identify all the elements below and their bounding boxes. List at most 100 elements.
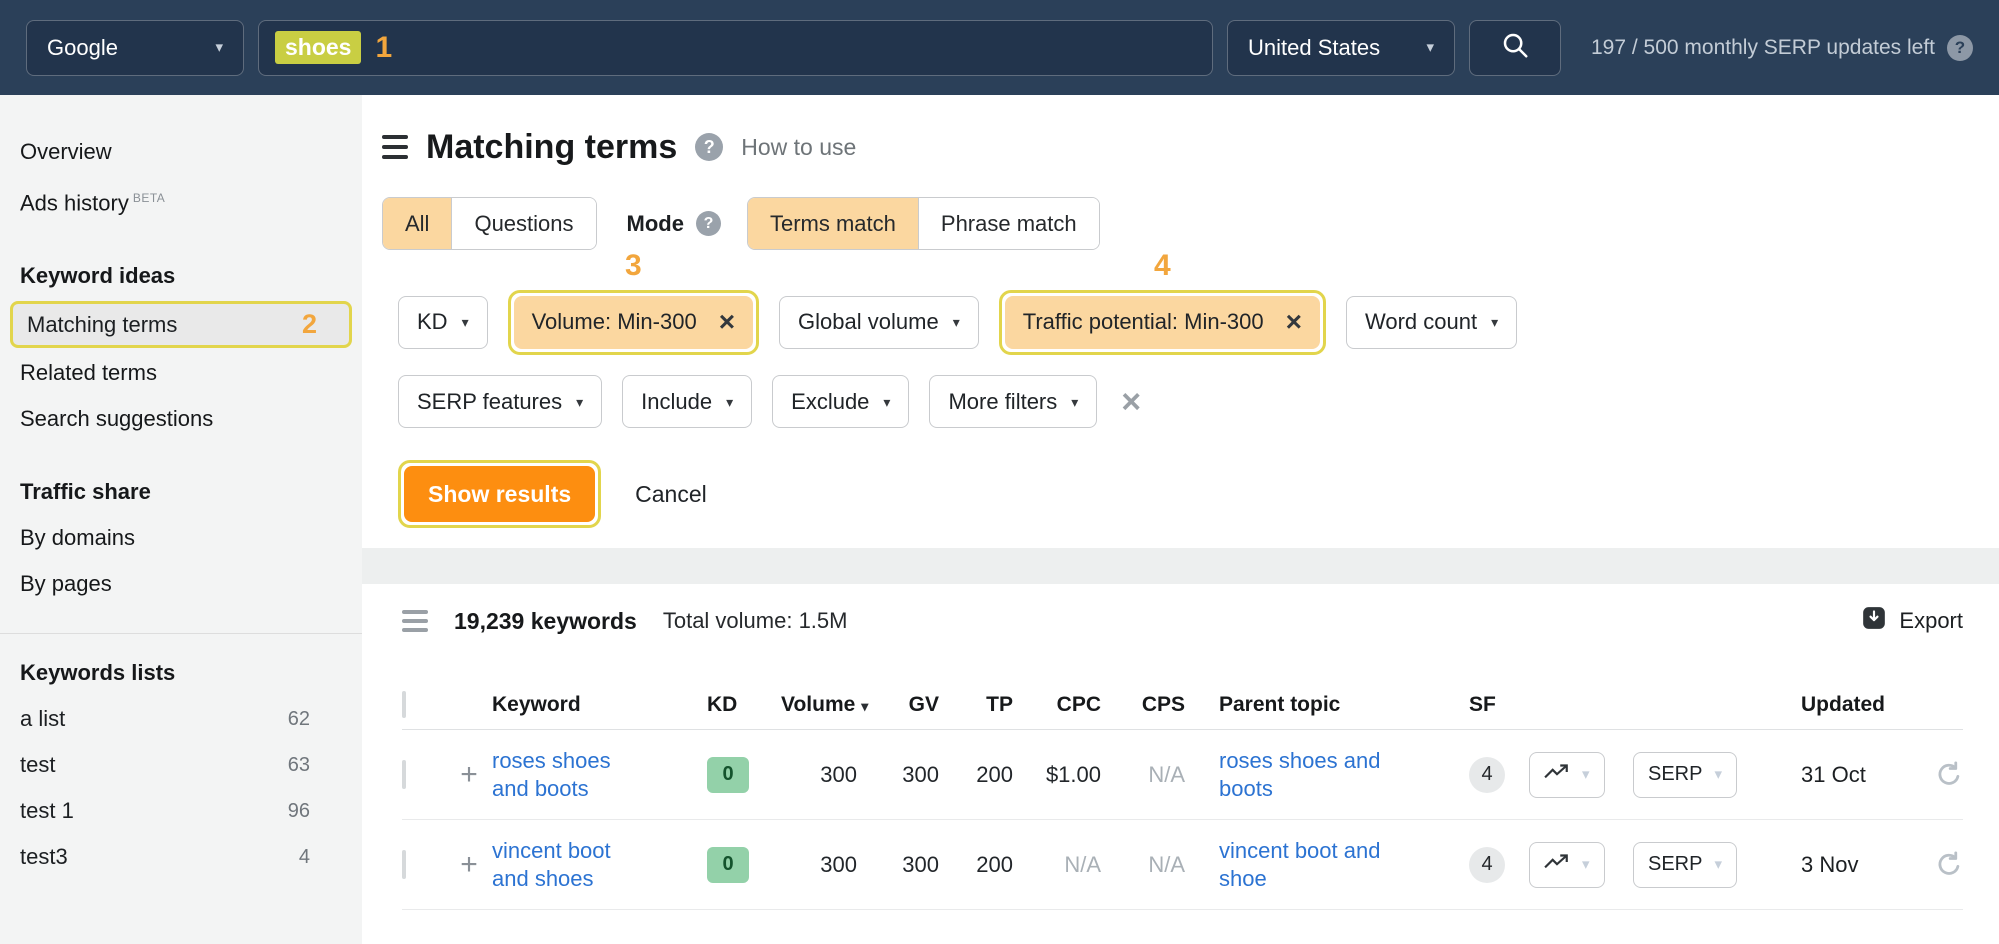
total-volume: Total volume: 1.5M — [662, 608, 848, 633]
country-label: United States — [1248, 34, 1381, 60]
more-filters-button[interactable]: More filters ▾ — [929, 375, 1098, 428]
column-header-cpc[interactable]: CPC — [1056, 692, 1101, 716]
annotation-3: 3 — [624, 248, 642, 282]
annotation-1: 1 — [375, 30, 393, 64]
include-label: Include — [641, 388, 713, 414]
column-header-parent-topic[interactable]: Parent topic — [1219, 692, 1341, 716]
volume-filter-chip[interactable]: Volume: Min-300 × — [513, 295, 754, 349]
sf-count-badge[interactable]: 4 — [1469, 846, 1505, 883]
search-engine-select[interactable]: Google ▾ — [26, 19, 244, 76]
exclude-filter-button[interactable]: Exclude ▾ — [772, 375, 910, 428]
beta-badge: BETA — [132, 191, 166, 205]
reports-menu-icon[interactable] — [382, 135, 408, 159]
serp-dropdown-button[interactable]: SERP ▾ — [1633, 841, 1737, 888]
list-count: 62 — [287, 708, 310, 731]
country-select[interactable]: United States ▾ — [1227, 19, 1455, 76]
sidebar-list-test-1[interactable]: test 1 96 — [0, 788, 362, 834]
help-icon[interactable]: ? — [1947, 34, 1973, 61]
tab-questions[interactable]: Questions — [451, 198, 596, 249]
tab-phrase-match[interactable]: Phrase match — [917, 198, 1099, 249]
updated-value: 31 Oct — [1801, 761, 1866, 787]
export-icon — [1861, 605, 1887, 637]
trend-chart-button[interactable]: ▾ — [1529, 841, 1605, 888]
annotation-4: 4 — [1154, 248, 1171, 282]
keyword-search-input[interactable]: shoes 1 — [258, 19, 1213, 76]
search-icon — [1500, 30, 1530, 66]
sidebar-list-test3[interactable]: test3 4 — [0, 834, 362, 880]
mode-label-group: Mode ? — [627, 211, 721, 237]
list-count: 96 — [287, 800, 310, 823]
parent-topic-link[interactable]: vincent boot and shoe — [1219, 838, 1381, 891]
row-checkbox[interactable] — [402, 759, 406, 789]
keyword-link[interactable]: roses shoes and boots — [492, 748, 611, 801]
sidebar-item-ads-history[interactable]: Ads history BETA — [0, 175, 362, 226]
plus-icon[interactable]: + — [460, 757, 478, 791]
sidebar-list-a-list[interactable]: a list 62 — [0, 696, 362, 742]
row-checkbox[interactable] — [402, 849, 406, 879]
tab-all[interactable]: All — [383, 198, 452, 249]
global-volume-filter-button[interactable]: Global volume ▾ — [779, 295, 979, 349]
column-header-gv[interactable]: GV — [908, 692, 939, 716]
column-header-sf[interactable]: SF — [1469, 692, 1496, 716]
help-icon[interactable]: ? — [695, 211, 721, 236]
column-header-tp[interactable]: TP — [986, 692, 1013, 716]
show-results-button[interactable]: Show results — [404, 466, 596, 522]
cancel-button[interactable]: Cancel — [635, 480, 707, 507]
topbar: Google ▾ shoes 1 United States ▾ 197 / 5… — [0, 0, 1999, 95]
how-to-use-link[interactable]: How to use — [741, 133, 857, 160]
list-options-icon[interactable] — [402, 610, 428, 632]
updated-value: 3 Nov — [1801, 851, 1859, 877]
tp-value: 200 — [976, 851, 1013, 877]
column-header-volume[interactable]: Volume ▾ — [781, 692, 868, 717]
sidebar-item-matching-terms[interactable]: Matching terms 2 — [10, 301, 352, 349]
sidebar-item-by-pages[interactable]: By pages — [20, 571, 112, 597]
main-content: Matching terms ? How to use All Question… — [362, 95, 1999, 944]
tab-terms-match[interactable]: Terms match — [747, 198, 918, 249]
column-header-keyword[interactable]: Keyword — [492, 692, 581, 716]
traffic-potential-filter-chip[interactable]: Traffic potential: Min-300 × — [1004, 295, 1320, 349]
help-icon[interactable]: ? — [695, 133, 724, 161]
column-header-updated[interactable]: Updated — [1801, 692, 1885, 716]
list-name: test3 — [20, 844, 68, 870]
close-icon[interactable]: × — [1285, 306, 1302, 337]
volume-header-label: Volume — [781, 692, 856, 716]
column-header-kd[interactable]: KD — [707, 692, 738, 716]
refresh-icon[interactable] — [1935, 850, 1963, 879]
search-button[interactable] — [1469, 19, 1561, 76]
table-row: + vincent boot and shoes 0 300 300 200 N… — [402, 820, 1963, 910]
sidebar-item-search-suggestions[interactable]: Search suggestions — [20, 406, 214, 432]
matching-terms-label: Matching terms — [27, 311, 178, 337]
serp-features-label: SERP features — [417, 388, 563, 414]
serp-features-filter-button[interactable]: SERP features ▾ — [398, 375, 603, 428]
word-count-filter-button[interactable]: Word count ▾ — [1345, 295, 1518, 349]
sidebar-item-overview[interactable]: Overview — [20, 139, 112, 164]
kd-filter-button[interactable]: KD ▾ — [398, 295, 488, 349]
column-header-cps[interactable]: CPS — [1141, 692, 1185, 716]
export-button[interactable]: Export — [1861, 605, 1963, 637]
chevron-down-icon: ▾ — [883, 393, 891, 410]
kd-badge: 0 — [707, 846, 749, 883]
serp-dropdown-button[interactable]: SERP ▾ — [1633, 751, 1737, 798]
filters-row-2: SERP features ▾ Include ▾ Exclude ▾ More… — [398, 375, 1999, 428]
results-header: 19,239 keywords Total volume: 1.5M Expor… — [402, 598, 1963, 644]
trend-chart-button[interactable]: ▾ — [1529, 751, 1605, 798]
list-name: test 1 — [20, 798, 74, 824]
sidebar-item-by-domains[interactable]: By domains — [20, 525, 135, 551]
keyword-link[interactable]: vincent boot and shoes — [492, 838, 611, 891]
word-count-label: Word count — [1364, 309, 1478, 334]
clear-filters-icon[interactable]: × — [1121, 382, 1142, 421]
filter-actions: Show results Cancel — [398, 460, 1999, 528]
close-icon[interactable]: × — [718, 306, 736, 337]
sidebar-item-related-terms[interactable]: Related terms — [20, 360, 157, 386]
select-all-checkbox[interactable] — [402, 690, 406, 718]
include-filter-button[interactable]: Include ▾ — [622, 375, 753, 428]
refresh-icon[interactable] — [1935, 760, 1963, 789]
kd-badge: 0 — [707, 756, 749, 793]
sf-count-badge[interactable]: 4 — [1469, 756, 1505, 793]
parent-topic-link[interactable]: roses shoes and boots — [1219, 748, 1381, 801]
plus-icon[interactable]: + — [460, 847, 478, 881]
keyword-type-segment: All Questions — [382, 197, 597, 250]
sidebar: Overview Ads history BETA Keyword ideas M… — [0, 95, 362, 944]
sidebar-list-test[interactable]: test 63 — [0, 742, 362, 788]
page-title: Matching terms — [426, 127, 678, 166]
